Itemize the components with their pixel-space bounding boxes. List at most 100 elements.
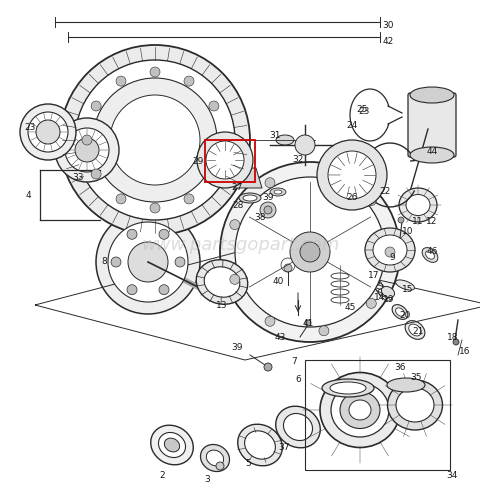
Text: 37: 37 — [277, 444, 289, 452]
Text: 34: 34 — [445, 470, 457, 480]
Text: 13: 13 — [216, 300, 227, 310]
Text: 19: 19 — [383, 296, 394, 304]
Text: 31: 31 — [269, 130, 280, 140]
Text: 39: 39 — [262, 194, 273, 202]
Text: 20: 20 — [398, 310, 410, 320]
Text: 18: 18 — [446, 334, 458, 342]
Circle shape — [316, 140, 386, 210]
Circle shape — [229, 220, 240, 230]
Polygon shape — [233, 168, 262, 188]
Circle shape — [55, 118, 119, 182]
Ellipse shape — [421, 248, 437, 262]
Circle shape — [127, 230, 137, 239]
Circle shape — [127, 284, 137, 294]
Ellipse shape — [329, 382, 365, 394]
Text: 40: 40 — [272, 278, 283, 286]
Ellipse shape — [164, 438, 179, 452]
Circle shape — [128, 242, 168, 282]
Circle shape — [20, 104, 76, 160]
Circle shape — [229, 274, 240, 284]
Text: 45: 45 — [344, 304, 355, 312]
Text: 44: 44 — [425, 148, 437, 156]
Ellipse shape — [381, 286, 394, 298]
Circle shape — [208, 169, 218, 179]
Circle shape — [208, 101, 218, 111]
Ellipse shape — [200, 444, 229, 471]
Ellipse shape — [283, 414, 312, 440]
Text: 6: 6 — [295, 376, 300, 384]
Ellipse shape — [274, 190, 281, 194]
Circle shape — [219, 162, 399, 342]
Text: 25: 25 — [356, 106, 367, 114]
Ellipse shape — [395, 308, 404, 316]
Circle shape — [205, 141, 243, 179]
Ellipse shape — [408, 324, 420, 336]
Circle shape — [452, 339, 458, 345]
Circle shape — [197, 132, 252, 188]
Circle shape — [96, 210, 200, 314]
Ellipse shape — [348, 400, 370, 420]
Ellipse shape — [319, 372, 399, 448]
Circle shape — [116, 76, 126, 86]
Ellipse shape — [363, 266, 375, 278]
Circle shape — [264, 206, 271, 214]
Text: 33: 33 — [72, 174, 84, 182]
Circle shape — [300, 242, 319, 262]
Text: 42: 42 — [382, 38, 393, 46]
Circle shape — [150, 203, 160, 213]
Ellipse shape — [395, 388, 433, 422]
Ellipse shape — [237, 424, 282, 466]
Text: 4: 4 — [25, 190, 31, 200]
Ellipse shape — [425, 251, 433, 259]
Circle shape — [184, 76, 193, 86]
Circle shape — [60, 45, 250, 235]
Circle shape — [304, 320, 311, 326]
Text: 46: 46 — [425, 248, 437, 256]
Text: 2: 2 — [159, 470, 165, 480]
Ellipse shape — [239, 193, 261, 203]
Text: 26: 26 — [346, 192, 357, 202]
Text: 14: 14 — [373, 294, 385, 302]
Ellipse shape — [395, 280, 414, 290]
Ellipse shape — [275, 406, 320, 448]
Circle shape — [366, 298, 375, 308]
Circle shape — [110, 95, 200, 185]
Text: 41: 41 — [302, 318, 313, 328]
Ellipse shape — [404, 320, 424, 340]
Ellipse shape — [196, 260, 247, 304]
Text: 3: 3 — [204, 476, 209, 484]
Ellipse shape — [158, 432, 185, 458]
Text: 8: 8 — [101, 258, 107, 266]
Text: 16: 16 — [458, 348, 470, 356]
Circle shape — [36, 120, 60, 144]
Circle shape — [91, 169, 101, 179]
Circle shape — [294, 135, 314, 155]
Ellipse shape — [339, 392, 379, 428]
Text: 30: 30 — [382, 20, 393, 30]
Text: 24: 24 — [346, 120, 357, 130]
Circle shape — [289, 232, 329, 272]
Text: 29: 29 — [192, 158, 203, 166]
Text: 17: 17 — [368, 270, 379, 280]
Ellipse shape — [206, 450, 223, 466]
Ellipse shape — [386, 378, 424, 392]
Circle shape — [318, 168, 328, 178]
Ellipse shape — [150, 425, 193, 465]
Circle shape — [159, 230, 168, 239]
Circle shape — [91, 101, 101, 111]
Text: 10: 10 — [401, 228, 413, 236]
Circle shape — [159, 284, 168, 294]
FancyBboxPatch shape — [407, 93, 455, 157]
Circle shape — [175, 257, 185, 267]
Circle shape — [264, 363, 271, 371]
Ellipse shape — [398, 188, 436, 222]
Text: 32: 32 — [292, 156, 303, 164]
Text: 15: 15 — [401, 286, 413, 294]
Ellipse shape — [405, 194, 429, 216]
Text: 21: 21 — [411, 328, 423, 336]
Text: 38: 38 — [254, 212, 265, 222]
Circle shape — [217, 135, 228, 145]
Circle shape — [235, 177, 384, 327]
Text: 23: 23 — [24, 124, 36, 132]
Text: 9: 9 — [388, 252, 394, 262]
